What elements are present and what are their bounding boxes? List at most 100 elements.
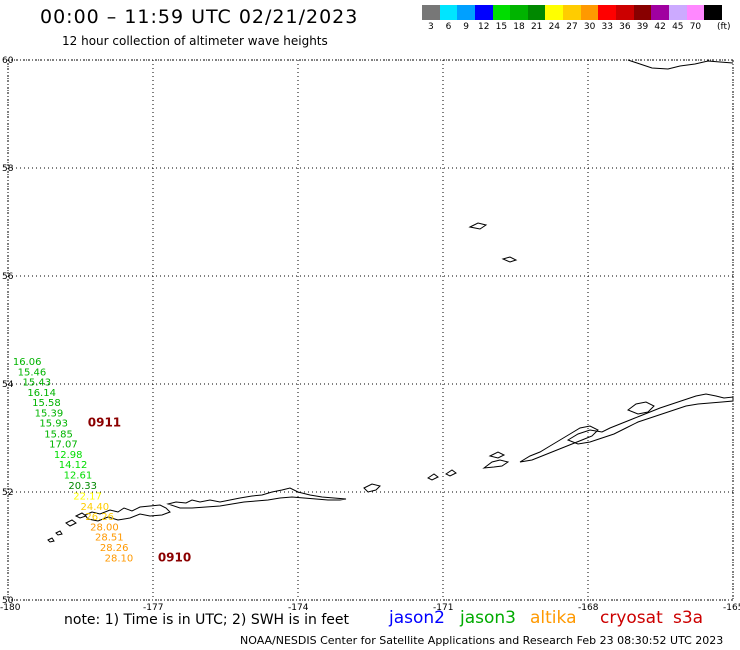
legend-swatch — [492, 5, 511, 20]
legend-label: 6 — [445, 22, 452, 32]
legend-label: 12 — [478, 22, 490, 32]
legend-item: 33 — [598, 5, 617, 32]
coastline — [488, 451, 506, 459]
legend-swatch — [704, 5, 722, 20]
map-frame — [7, 59, 734, 601]
legend-swatch — [651, 5, 669, 20]
satellite-jason2: jason2 — [389, 608, 445, 628]
pass-time-label: 0910 — [158, 551, 191, 565]
legend-swatch — [668, 5, 687, 20]
wave-height-observation: 28.10 — [105, 554, 134, 565]
legend-item: 45 — [668, 5, 687, 32]
legend-swatch — [598, 5, 617, 20]
legend-unit: (ft) — [717, 22, 731, 32]
wave-height-legend: 3 6 9 12 15 18 21 24 27 30 33 36 39 42 45 70 — [422, 5, 722, 32]
wave-height-observation: 16.14 — [27, 388, 56, 399]
legend-item: 12 — [474, 5, 493, 32]
coastline — [519, 425, 599, 463]
legend-swatch — [580, 5, 599, 20]
wave-height-observation: 16.06 — [13, 357, 42, 368]
wave-height-observation: 24.40 — [81, 502, 110, 513]
legend-label: 33 — [601, 22, 613, 32]
legend-swatch — [457, 5, 475, 20]
legend-label: 42 — [654, 22, 666, 32]
legend-item: 15 — [492, 5, 511, 32]
legend-swatch — [686, 5, 705, 20]
legend-item: 24 — [545, 5, 564, 32]
legend-item: 42 — [651, 5, 669, 32]
legend-item: 70 — [686, 5, 705, 32]
legend-item — [704, 5, 722, 32]
legend-item: 9 — [457, 5, 475, 32]
legend-label: 45 — [672, 22, 684, 32]
coastline — [65, 519, 77, 527]
legend-item: 27 — [563, 5, 581, 32]
lat-tick-label: 52 — [2, 488, 13, 498]
legend-label: 36 — [619, 22, 631, 32]
map-title: 00:00 – 11:59 UTC 02/21/2023 — [40, 6, 359, 28]
lat-tick-label: 56 — [2, 272, 14, 282]
wave-height-observation: 28.26 — [100, 543, 129, 554]
lat-tick-label: 50 — [2, 596, 14, 606]
coastline — [468, 222, 488, 230]
satellite-jason3: jason3 — [460, 608, 516, 628]
wave-height-observation: 15.85 — [44, 429, 73, 440]
wave-height-observation: 26.26 — [85, 512, 114, 523]
coastline — [427, 473, 439, 481]
satellite-cryosat: cryosat — [600, 608, 663, 628]
legend-label: 15 — [495, 22, 508, 32]
legend-swatch — [474, 5, 493, 20]
legend-label: 70 — [689, 22, 702, 32]
lon-tick-label: -168 — [578, 603, 599, 613]
legend-label: 30 — [583, 22, 596, 32]
legend-item: 21 — [527, 5, 546, 32]
coastline — [84, 504, 171, 522]
coastline — [566, 393, 734, 445]
satellite-altika: altika — [530, 608, 577, 628]
wave-height-observation: 15.46 — [18, 367, 47, 378]
legend-swatch — [527, 5, 546, 20]
legend-item: 30 — [580, 5, 599, 32]
wave-height-observation: 17.07 — [49, 440, 78, 451]
lat-tick-label: 54 — [2, 380, 14, 390]
wave-height-observation: 28.51 — [95, 533, 124, 544]
legend-item: 6 — [439, 5, 458, 32]
legend-label: 24 — [548, 22, 561, 32]
satellite-s3a: s3a — [673, 608, 704, 628]
coastline — [47, 537, 55, 543]
legend-swatch — [510, 5, 528, 20]
legend-swatch — [563, 5, 581, 20]
lon-tick-label: -174 — [288, 603, 309, 613]
legend-swatch — [633, 5, 652, 20]
coastline — [627, 59, 734, 70]
units-note: note: 1) Time is in UTC; 2) SWH is in fe… — [64, 612, 350, 628]
legend-swatch — [422, 5, 440, 20]
coastline — [55, 530, 63, 536]
coastline — [501, 256, 518, 263]
wave-height-observation: 12.98 — [54, 450, 83, 461]
legend-swatch — [545, 5, 564, 20]
coastline — [363, 483, 381, 493]
wave-height-observation: 14.12 — [59, 460, 88, 471]
legend-label: 27 — [566, 22, 578, 32]
legend-label: 9 — [463, 22, 469, 32]
legend-item: 3 — [422, 5, 440, 32]
map-subtitle: 12 hour collection of altimeter wave hei… — [62, 34, 328, 48]
lon-tick-label: -177 — [143, 603, 163, 613]
wave-height-observation: 12.61 — [64, 471, 93, 482]
legend-label: 3 — [427, 22, 434, 32]
lon-tick-label: -165 — [723, 603, 740, 613]
legend-item: 39 — [633, 5, 652, 32]
wave-height-observation: 15.93 — [39, 419, 68, 430]
wave-height-observation: 15.39 — [35, 408, 64, 419]
legend-label: 21 — [530, 22, 543, 32]
coastline — [626, 401, 655, 415]
coastline — [445, 469, 457, 477]
lon-tick-label: -180 — [0, 603, 21, 613]
lon-tick-label: -171 — [433, 603, 453, 613]
legend-swatch — [439, 5, 458, 20]
pass-time-label: 0911 — [88, 416, 121, 430]
legend-item: 18 — [510, 5, 528, 32]
wave-height-observation: 15.43 — [23, 378, 52, 389]
